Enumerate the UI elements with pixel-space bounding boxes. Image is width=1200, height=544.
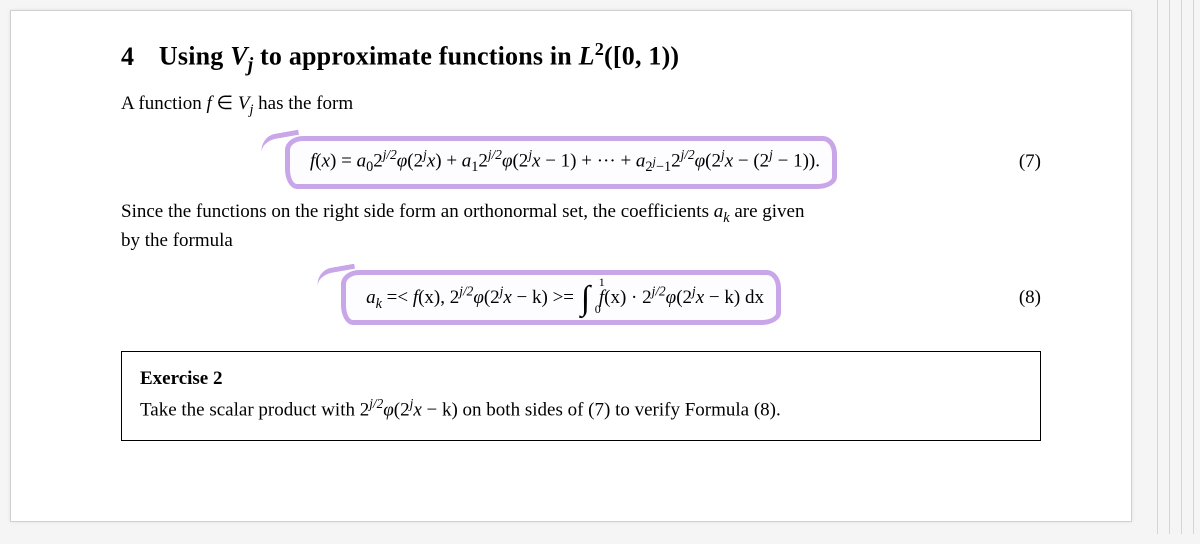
eq7-last-open: − (2 [733,150,769,171]
eq7-scale3-exp: j/2 [681,147,695,162]
eq8-integrand-x: (x) · 2 [604,287,651,308]
integral-symbol: ∫10 [581,281,590,309]
eq7-inner1-x: x [427,150,435,171]
eq7-inner1-open: (2 [407,150,423,171]
eq8-xarg: (x), 2 [418,287,459,308]
eq7-x: x [322,150,330,171]
intro-prefix: A function [121,93,207,114]
section-title-prefix: Using [159,42,230,71]
between-line2: by the formula [121,230,233,251]
equation-8-number: (8) [1001,287,1041,309]
integral-upper-limit: 1 [599,275,605,290]
section-title-L-sup: 2 [595,39,604,59]
between-line1b: are given [730,201,805,222]
eq7-phi1: φ [397,150,408,171]
section-title-L: L [579,42,595,71]
equation-7-number: (7) [1001,151,1041,173]
eq7-scale1: 2 [373,150,383,171]
section-title-mid: to approximate functions in [253,42,578,71]
eq7-aN-sub: 2j−1 [645,159,671,175]
eq7-phi2: φ [502,150,513,171]
between-ak-a: a [714,201,724,222]
eq7-term2-shift: − 1) + ··· + [540,150,635,171]
eq7-inner3-x: x [725,150,733,171]
eq7-a0: a [357,150,367,171]
section-number: 4 [121,42,134,71]
exercise-body: Take the scalar product with 2j/2φ(2jx −… [140,395,1022,424]
highlight-annotation-eq8: ak =< f(x), 2j/2φ(2jx − k) >= ∫10 f(x) ·… [341,270,781,326]
eq8-ak-a: a [366,287,376,308]
highlight-annotation-eq7: f(x) = a02j/2φ(2jx) + a12j/2φ(2jx − 1) +… [285,136,837,189]
eq8-eqsign: =< [382,287,413,308]
eq7-scale3: 2 [671,150,681,171]
eq7-aN: a [636,150,646,171]
equation-7: f(x) = a02j/2φ(2jx) + a12j/2φ(2jx − 1) +… [290,141,832,184]
eq7-phi3: φ [695,150,706,171]
section-title-interval: ([0, 1)) [604,42,679,71]
eq7-term1-close: ) + [435,150,462,171]
ruler-grid [1150,0,1200,534]
equation-8: ak =< f(x), 2j/2φ(2jx − k) >= ∫10 f(x) ·… [346,275,776,321]
eq7-scale2: 2 [478,150,488,171]
intro-suffix: has the form [253,93,353,114]
intro-in: ∈ [212,93,238,114]
eq7-inner3-open: (2 [705,150,721,171]
eq8-integrand-phi: φ [666,287,677,308]
equation-8-row: ak =< f(x), 2j/2φ(2jx − k) >= ∫10 f(x) ·… [121,270,1041,326]
eq8-exp-j2: j/2 [459,283,473,298]
exercise-body-phi: φ [383,399,394,420]
eq8-integrand-open: (2 [676,287,692,308]
exercise-body-exp: j/2 [369,396,383,411]
page-content: 4 Using Vj to approximate functions in L… [121,39,1041,441]
eq7-inner2-open: (2 [512,150,528,171]
eq7-scale1-exp: j/2 [383,147,397,162]
eq7-argclose: ) = [330,150,357,171]
section-heading: 4 Using Vj to approximate functions in L… [121,39,1041,77]
exercise-body-x: x [413,399,421,420]
eq7-a1: a [462,150,472,171]
equation-7-row: f(x) = a02j/2φ(2jx) + a12j/2φ(2jx − 1) +… [121,136,1041,189]
eq8-minus-k: − k) >= [512,287,579,308]
eq8-phi: φ [473,287,484,308]
document-page: 4 Using Vj to approximate functions in L… [10,10,1132,522]
eq8-integrand-x2: x [696,287,704,308]
exercise-title: Exercise 2 [140,366,1022,393]
intro-line: A function f ∈ Vj has the form [121,91,1041,120]
integral-lower-limit: 0 [595,302,601,317]
exercise-body-mid: − k) on both sides of (7) to verify Form… [422,399,781,420]
exercise-body-pre: Take the scalar product with 2 [140,399,369,420]
section-title-Vj-V: V [230,42,248,71]
eq7-last-close: − 1)). [773,150,820,171]
exercise-body-open: (2 [394,399,410,420]
eq8-integrand-exp: j/2 [652,283,666,298]
eq8-integrand-close: − k) dx [704,287,764,308]
intro-Vj-V: V [238,93,250,114]
between-line1: Since the functions on the right side fo… [121,201,714,222]
eq8-inner-open: (2 [484,287,500,308]
eq7-scale2-exp: j/2 [488,147,502,162]
eq8-inner-x: x [503,287,511,308]
exercise-box: Exercise 2 Take the scalar product with … [121,351,1041,441]
between-text: Since the functions on the right side fo… [121,199,1041,254]
